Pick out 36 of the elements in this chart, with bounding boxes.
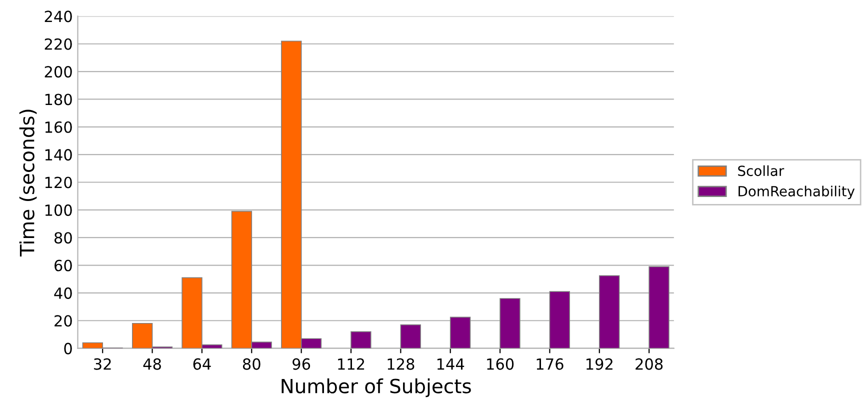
x-tick-label: 128 [388,358,414,370]
bar [549,291,570,348]
x-tick-label: 176 [536,358,564,370]
bar [500,298,520,348]
legend-label: Scollar [738,165,784,176]
y-tick-label: 140 [45,149,72,161]
y-tick-label: 40 [54,287,72,299]
x-axis-title: Number of Subjects [282,378,471,398]
y-tick-label: 20 [54,315,72,327]
y-tick-label: 80 [54,232,72,244]
x-tick-label: 96 [292,358,310,370]
x-tick-label: 208 [636,358,663,370]
y-tick-label: 120 [45,176,72,188]
bar [648,266,670,348]
y-tick-label: 220 [44,38,72,50]
legend-label: DomReachability [738,186,855,200]
x-tick-label: 160 [487,358,514,370]
y-tick-label: 160 [45,121,72,133]
y-tick-label: 240 [44,10,72,22]
y-axis-title: Time (seconds) [19,110,37,257]
x-tick-label: 144 [437,358,464,370]
bar [598,275,620,348]
x-tick-label: 32 [94,358,111,370]
x-tick-label: 48 [143,358,161,370]
bar [350,331,372,348]
bar [400,324,421,348]
bar [450,316,471,348]
x-tick-label: 112 [338,358,364,370]
x-tick-label: 80 [242,358,260,370]
y-tick-label: 0 [64,342,72,354]
y-tick-label: 200 [44,66,72,78]
x-tick-label: 192 [586,358,612,370]
y-tick-label: 60 [54,260,72,272]
y-tick-label: 100 [45,204,72,216]
x-tick-label: 64 [193,358,211,370]
y-tick-label: 180 [45,94,72,106]
